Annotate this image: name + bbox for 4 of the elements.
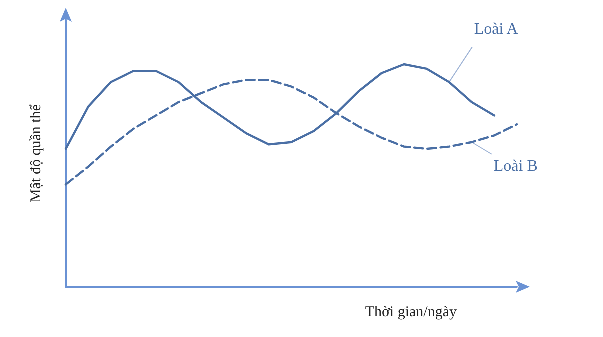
x-axis-title: Thời gian/ngày [365, 304, 458, 320]
series-label: Loài B [494, 158, 538, 175]
y-axis-title: Mật độ quần thể [28, 104, 44, 202]
text: Loài A [474, 20, 519, 38]
